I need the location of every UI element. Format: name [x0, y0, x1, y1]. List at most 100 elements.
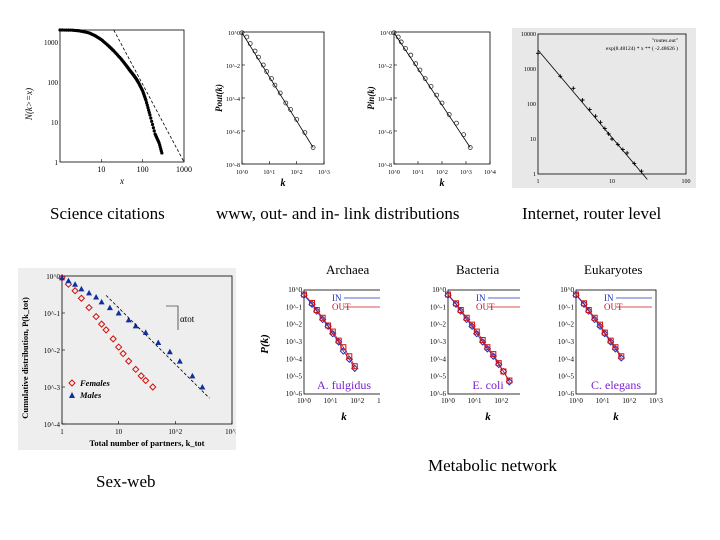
data-point	[147, 110, 151, 115]
data-point	[463, 314, 470, 321]
data-point	[239, 30, 245, 36]
x-axis-label: x	[119, 176, 124, 186]
data-point	[114, 343, 123, 351]
y-axis-label: Cumulative distribution, P(k_tot)	[20, 297, 30, 419]
title-archaea: Archaea	[326, 262, 370, 277]
data-point	[124, 357, 133, 365]
y-tick-label: 10^-6	[430, 390, 447, 398]
series-line-out	[447, 294, 510, 381]
y-tick-label: 10^-1	[286, 303, 303, 311]
x-tick-label: 10^1	[468, 397, 482, 405]
data-point	[148, 113, 152, 117]
series-line-out	[303, 294, 356, 367]
data-point	[309, 299, 316, 306]
y-tick-label: 10^-5	[286, 373, 303, 381]
x-tick-label: 10^2	[350, 397, 364, 405]
y-tick-label: 10^-3	[430, 338, 447, 346]
y-tick-label: 10^-2	[226, 64, 240, 70]
x-tick-label: 10^1	[324, 397, 338, 405]
slope-annotation: αtot	[180, 314, 195, 324]
legend-marker	[68, 379, 76, 387]
legend-entry: OUT	[476, 302, 495, 312]
chart-www-out: 10^0 10^1 10^2 10^3 10^0 10^-2 10^-4 10^-6 10^-8…	[214, 30, 330, 189]
data-point	[319, 314, 326, 321]
organism-label: C. elegans	[591, 378, 641, 392]
x-tick-label: 10^1	[596, 397, 610, 405]
plot-frame	[303, 289, 380, 395]
panel-background	[512, 28, 696, 188]
data-point	[625, 150, 630, 155]
legend: Females Males	[68, 378, 110, 400]
x-tick-label: 10^2	[291, 170, 303, 176]
y-tick-label: 10^-2	[430, 321, 447, 329]
data-point	[155, 339, 162, 345]
data-point	[479, 337, 486, 344]
y-tick-label: 10^-5	[430, 373, 447, 381]
x-tick-label: 10^2	[622, 397, 636, 405]
y-tick-label: 10	[51, 119, 59, 127]
data-point	[199, 384, 206, 390]
panel-background	[18, 268, 236, 450]
data-point	[141, 376, 150, 385]
data-point	[149, 383, 157, 391]
data-point	[119, 349, 127, 358]
plot-frame	[393, 31, 491, 165]
data-point	[92, 312, 100, 321]
y-tick-label: 10^-4	[44, 421, 61, 429]
data-point	[580, 98, 585, 103]
data-point	[176, 358, 183, 364]
chart-bacteria: 10^010^110^210^310^010^-110^-210^-310^-4…	[430, 286, 520, 423]
data-point	[506, 377, 513, 384]
data-point	[346, 353, 353, 360]
y-tick-label: 10^-6	[286, 390, 303, 398]
legend-entry: IN	[476, 293, 486, 303]
data-point	[125, 316, 132, 323]
legend-entry: IN	[604, 293, 614, 303]
data-point	[335, 337, 342, 344]
y-tick-label: 10^-6	[378, 130, 392, 136]
x-tick-label: 1	[537, 179, 540, 185]
fit-line	[105, 295, 210, 399]
y-tick-label: 10^-2	[378, 64, 392, 70]
y-axis-label: N(k>=x)	[24, 88, 34, 121]
legend-entry: Males	[79, 390, 102, 400]
x-tick-label: 10^2	[494, 397, 508, 405]
data-point	[283, 100, 289, 106]
data-point	[571, 86, 576, 91]
data-point	[115, 310, 122, 316]
data-point	[601, 329, 608, 336]
data-point	[150, 122, 155, 127]
y-tick-label: 10^-5	[558, 373, 575, 381]
y-axis-label: Pout(k)	[214, 84, 224, 112]
data-point	[467, 145, 473, 150]
data-point	[72, 281, 79, 287]
series-line-in	[575, 294, 622, 359]
legend-entry: Females	[79, 378, 110, 388]
data-point	[93, 294, 100, 300]
data-point	[59, 274, 65, 281]
y-tick-label: 1	[533, 172, 536, 178]
data-point	[469, 321, 476, 328]
data-point	[484, 344, 491, 351]
y-tick-label: 10^-4	[226, 97, 240, 103]
x-tick-label: 10^3	[377, 397, 380, 405]
data-point	[137, 372, 145, 380]
data-point	[453, 300, 460, 307]
plot-frame	[59, 29, 185, 163]
data-point	[86, 289, 93, 296]
y-tick-label: 10	[530, 137, 536, 143]
data-point	[313, 307, 320, 314]
x-axis-label: k	[485, 411, 491, 423]
y-tick-label: 10^0	[46, 273, 60, 281]
x-tick-label: 10^0	[236, 170, 248, 176]
data-point	[106, 304, 113, 311]
data-point	[78, 285, 85, 292]
x-tick-label: 1000	[176, 165, 192, 174]
data-point	[500, 368, 507, 375]
x-tick-label: 100	[682, 179, 691, 185]
data-point	[591, 314, 598, 321]
x-tick-label: 10^0	[441, 397, 455, 405]
y-tick-label: 10^-4	[378, 97, 392, 103]
data-point	[144, 98, 148, 102]
data-point	[351, 364, 359, 373]
